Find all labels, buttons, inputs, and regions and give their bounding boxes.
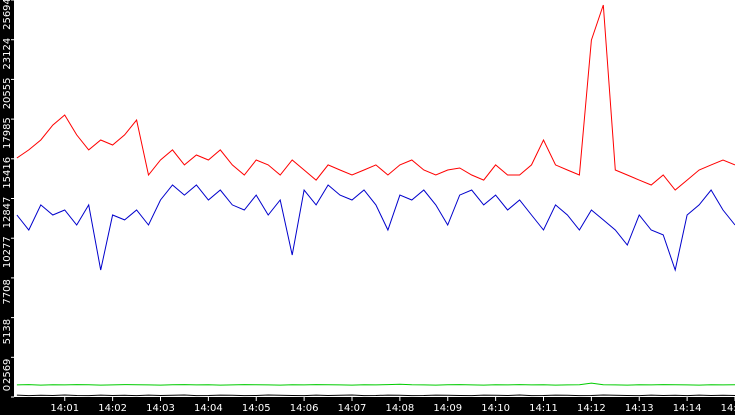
x-tick-label: 14:14 [673,403,702,414]
y-tick-label: 0 [2,385,13,391]
x-tick-label: 14:15 [721,403,735,414]
plot-area [16,4,735,397]
x-tick-label: 14:05 [242,403,271,414]
y-axis-band [0,0,14,415]
y-tick-label: 2569 [2,359,13,384]
x-tick-label: 14:13 [625,403,654,414]
x-tick-label: 14:02 [98,403,127,414]
x-tick-label: 14:11 [529,403,558,414]
y-tick-label: 12847 [2,197,13,229]
series-line [16,184,735,272]
y-tick-label: 17985 [2,117,13,149]
x-tick-label: 14:04 [194,403,223,414]
y-tick-label: 23124 [2,38,13,70]
y-tick-label: 10277 [2,236,13,268]
x-tick-label: 14:10 [481,403,510,414]
x-tick-label: 14:06 [290,403,319,414]
series-line [16,382,735,386]
x-tick-label: 14:01 [50,403,79,414]
x-tick-label: 14:12 [577,403,606,414]
y-tick-label: 7708 [2,279,13,304]
x-tick-label: 14:03 [146,403,175,414]
y-tick-label: 5138 [2,319,13,344]
series-line [16,4,735,191]
y-tick-label: 20555 [2,77,13,109]
y-tick-label: 15416 [2,157,13,189]
x-tick-label: 14:08 [385,403,414,414]
x-tick-label: 14:09 [433,403,462,414]
x-axis-band [0,397,735,415]
series-line [16,394,735,397]
x-tick-label: 14:07 [338,403,367,414]
y-tick-label: 25694 [2,0,13,30]
